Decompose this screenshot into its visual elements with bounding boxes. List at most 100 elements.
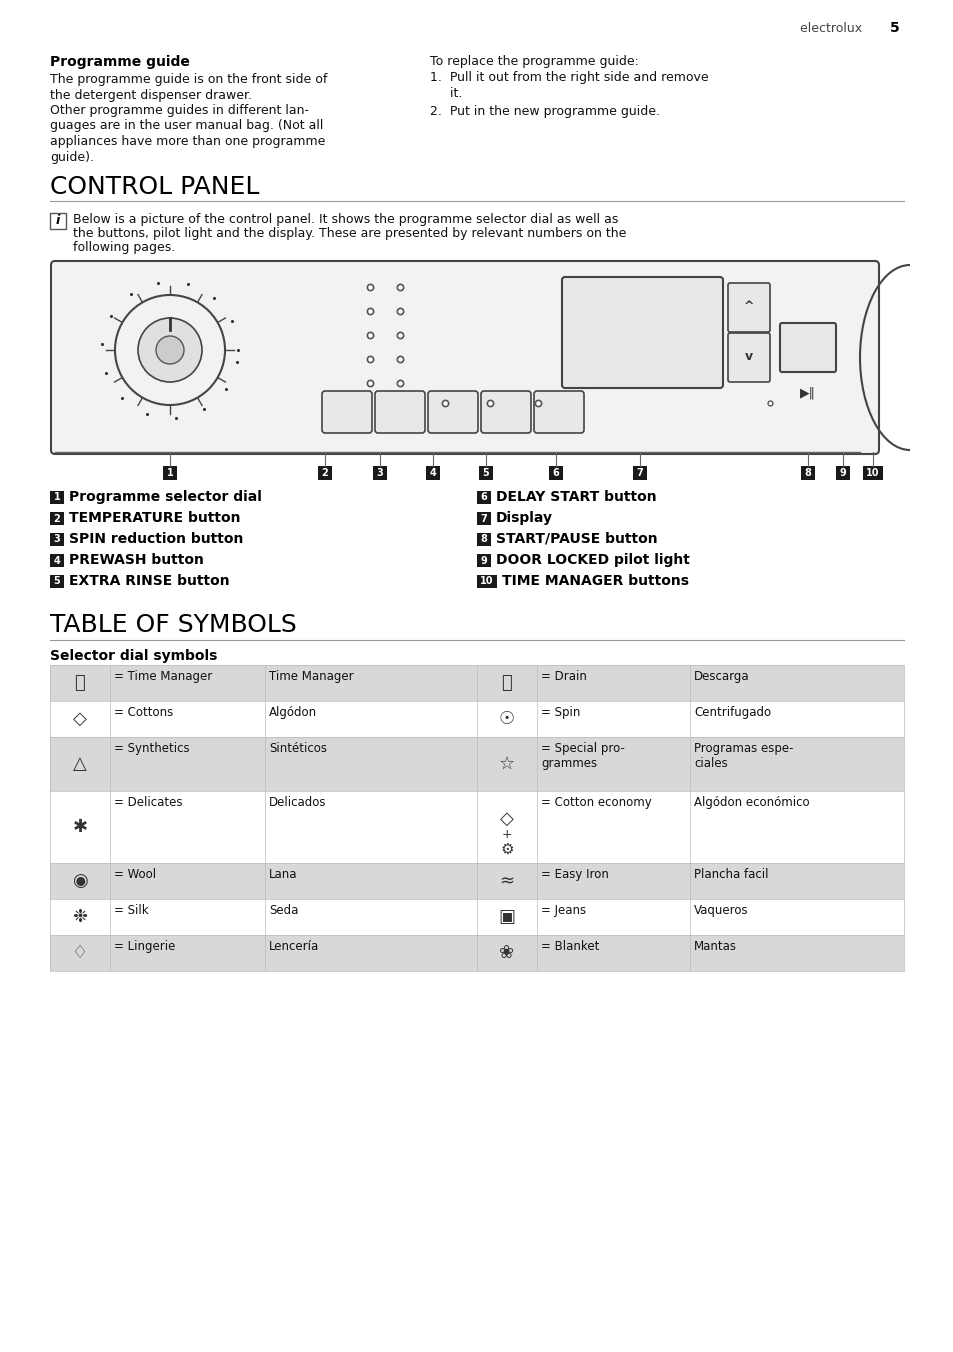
Text: Sintéticos: Sintéticos <box>269 742 327 754</box>
FancyBboxPatch shape <box>51 261 878 454</box>
Text: = Cotton economy: = Cotton economy <box>540 796 651 808</box>
Text: 2: 2 <box>53 514 60 523</box>
Text: Vaqueros: Vaqueros <box>693 904 748 917</box>
Text: following pages.: following pages. <box>73 241 175 254</box>
Bar <box>50 863 903 899</box>
Text: PREWASH button: PREWASH button <box>69 553 204 566</box>
Bar <box>862 466 882 480</box>
Text: 8: 8 <box>803 468 811 479</box>
Text: ◉: ◉ <box>72 872 88 890</box>
Text: 7: 7 <box>636 468 642 479</box>
Text: Programme selector dial: Programme selector dial <box>69 489 262 504</box>
Text: ▣: ▣ <box>498 909 515 926</box>
Text: EXTRA RINSE button: EXTRA RINSE button <box>69 575 230 588</box>
Text: the detergent dispenser drawer.: the detergent dispenser drawer. <box>50 88 252 101</box>
Text: Plancha facil: Plancha facil <box>693 868 768 882</box>
Text: = Easy Iron: = Easy Iron <box>540 868 608 882</box>
Text: Lencería: Lencería <box>269 940 319 953</box>
Text: = Wool: = Wool <box>113 868 156 882</box>
Text: START/PAUSE button: START/PAUSE button <box>496 531 657 546</box>
Bar <box>50 700 903 737</box>
Text: TEMPERATURE button: TEMPERATURE button <box>69 511 240 525</box>
Text: To replace the programme guide:: To replace the programme guide: <box>430 55 639 68</box>
FancyBboxPatch shape <box>375 391 424 433</box>
FancyBboxPatch shape <box>50 214 66 228</box>
Text: 7: 7 <box>480 514 487 523</box>
Text: Centrifugado: Centrifugado <box>693 706 770 719</box>
Bar <box>50 533 64 546</box>
Text: Programas espe-
ciales: Programas espe- ciales <box>693 742 793 771</box>
Text: ♢: ♢ <box>71 944 88 963</box>
Text: TIME MANAGER buttons: TIME MANAGER buttons <box>501 575 688 588</box>
Text: 3: 3 <box>53 534 60 545</box>
Text: electrolux: electrolux <box>799 22 869 35</box>
Text: = Silk: = Silk <box>113 904 149 917</box>
Text: Algódon: Algódon <box>269 706 316 719</box>
Text: ◇: ◇ <box>499 810 514 827</box>
Text: 6: 6 <box>480 492 487 503</box>
Text: the buttons, pilot light and the display. These are presented by relevant number: the buttons, pilot light and the display… <box>73 227 626 241</box>
Text: 1: 1 <box>167 468 173 479</box>
Text: 3: 3 <box>376 468 383 479</box>
Text: 1.  Pull it out from the right side and remove: 1. Pull it out from the right side and r… <box>430 72 708 84</box>
Text: ▶‖: ▶‖ <box>800 387 815 399</box>
Text: Display: Display <box>496 511 553 525</box>
Text: ✱: ✱ <box>72 818 88 836</box>
Text: Delicados: Delicados <box>269 796 326 808</box>
Text: ☉: ☉ <box>498 710 515 727</box>
FancyBboxPatch shape <box>480 391 531 433</box>
Text: v: v <box>744 350 752 364</box>
Text: 8: 8 <box>480 534 487 545</box>
Bar <box>548 466 562 480</box>
Text: appliances have more than one programme: appliances have more than one programme <box>50 135 325 147</box>
Bar <box>801 466 814 480</box>
Text: ⚙: ⚙ <box>499 841 514 857</box>
FancyBboxPatch shape <box>322 391 372 433</box>
Text: = Special pro-
grammes: = Special pro- grammes <box>540 742 624 771</box>
Text: ^: ^ <box>743 300 754 314</box>
Circle shape <box>138 318 202 383</box>
Text: ☆: ☆ <box>498 754 515 773</box>
Text: = Jeans: = Jeans <box>540 904 585 917</box>
Text: DOOR LOCKED pilot light: DOOR LOCKED pilot light <box>496 553 689 566</box>
Bar <box>50 665 903 700</box>
FancyBboxPatch shape <box>727 283 769 333</box>
Text: 1: 1 <box>53 492 60 503</box>
Text: SPIN reduction button: SPIN reduction button <box>69 531 243 546</box>
Text: Selector dial symbols: Selector dial symbols <box>50 649 217 662</box>
Text: 6: 6 <box>552 468 558 479</box>
Text: The programme guide is on the front side of: The programme guide is on the front side… <box>50 73 327 87</box>
Text: 5: 5 <box>53 576 60 587</box>
Text: Programme guide: Programme guide <box>50 55 190 69</box>
Text: Below is a picture of the control panel. It shows the programme selector dial as: Below is a picture of the control panel.… <box>73 214 618 226</box>
Bar <box>476 554 491 566</box>
Text: = Blanket: = Blanket <box>540 940 598 953</box>
Text: i: i <box>56 215 60 227</box>
Text: +: + <box>501 829 512 841</box>
Bar <box>50 737 903 791</box>
Bar <box>50 554 64 566</box>
Text: Mantas: Mantas <box>693 940 737 953</box>
Text: Seda: Seda <box>269 904 298 917</box>
Text: guide).: guide). <box>50 150 94 164</box>
Text: Time Manager: Time Manager <box>269 671 354 683</box>
Bar <box>50 936 903 971</box>
FancyBboxPatch shape <box>780 323 835 372</box>
FancyBboxPatch shape <box>534 391 583 433</box>
Bar <box>476 575 497 588</box>
FancyBboxPatch shape <box>727 333 769 383</box>
Text: = Cottons: = Cottons <box>113 706 173 719</box>
Text: = Synthetics: = Synthetics <box>113 742 190 754</box>
FancyBboxPatch shape <box>561 277 722 388</box>
Bar <box>478 466 493 480</box>
Text: it.: it. <box>430 87 462 100</box>
Bar <box>476 533 491 546</box>
Text: 10: 10 <box>479 576 494 587</box>
Text: Lana: Lana <box>269 868 297 882</box>
Text: ⤓: ⤓ <box>501 675 512 692</box>
Text: 2.  Put in the new programme guide.: 2. Put in the new programme guide. <box>430 105 659 118</box>
Text: 10: 10 <box>865 468 879 479</box>
Circle shape <box>156 337 184 364</box>
Bar <box>50 575 64 588</box>
Text: = Delicates: = Delicates <box>113 796 182 808</box>
